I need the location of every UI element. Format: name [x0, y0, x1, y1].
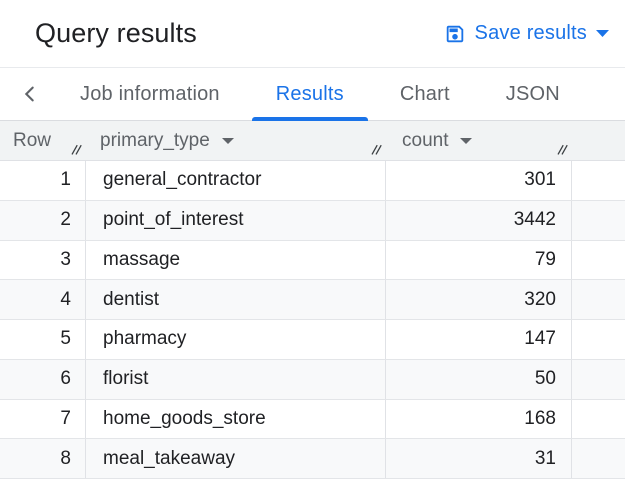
spacer-cell: [572, 400, 625, 439]
row-number-cell: 5: [0, 320, 86, 359]
primary-type-cell: massage: [86, 240, 386, 280]
spacer-cell: [572, 241, 625, 280]
table-row: 4 dentist 320: [0, 280, 625, 320]
column-menu-caret-icon[interactable]: [460, 137, 473, 144]
count-cell: 320: [386, 280, 572, 319]
save-icon: [444, 23, 466, 45]
column-resize-handle[interactable]: [370, 143, 383, 156]
tab-job-information[interactable]: Job information: [80, 82, 220, 105]
column-resize-handle[interactable]: [556, 143, 569, 156]
row-number-cell: 2: [0, 200, 86, 240]
primary-type-cell: home_goods_store: [86, 399, 386, 439]
row-number-cell: 7: [0, 399, 86, 439]
save-results-button[interactable]: Save results: [442, 18, 611, 49]
count-cell: 79: [386, 240, 572, 280]
primary-type-cell: florist: [86, 359, 386, 399]
spacer-cell: [572, 201, 625, 240]
page-title: Query results: [35, 18, 197, 48]
spacer-cell: [572, 320, 625, 359]
primary-type-cell: meal_takeaway: [86, 439, 386, 478]
back-icon[interactable]: [12, 68, 48, 120]
table-row: 3 massage 79: [0, 240, 625, 281]
count-cell: 301: [386, 161, 572, 200]
table-header: Row primary_type count: [0, 121, 625, 161]
table-row: 8 meal_takeaway 31: [0, 439, 625, 479]
results-tab-bar: Job information Results Chart JSON: [0, 68, 625, 121]
row-number-cell: 4: [0, 280, 86, 319]
column-header-count: count: [386, 121, 572, 160]
spacer-cell: [572, 161, 625, 200]
tabs: Job information Results Chart JSON: [56, 68, 584, 121]
row-number-cell: 8: [0, 439, 86, 478]
table-row: 6 florist 50: [0, 359, 625, 400]
table-row: 7 home_goods_store 168: [0, 399, 625, 440]
table-row: 1 general_contractor 301: [0, 161, 625, 201]
count-cell: 168: [386, 399, 572, 439]
tab-json[interactable]: JSON: [505, 82, 560, 105]
row-number-cell: 1: [0, 161, 86, 200]
results-header: Query results Save results: [0, 0, 625, 68]
primary-type-cell: pharmacy: [86, 320, 386, 359]
spacer-cell: [572, 439, 625, 478]
column-menu-caret-icon[interactable]: [221, 137, 234, 144]
row-number-cell: 6: [0, 359, 86, 399]
count-cell: 50: [386, 359, 572, 399]
count-cell: 31: [386, 439, 572, 478]
primary-type-cell: point_of_interest: [86, 200, 386, 240]
primary-type-cell: dentist: [86, 280, 386, 319]
row-number-cell: 3: [0, 240, 86, 280]
column-header-primary-type: primary_type: [86, 121, 386, 160]
tab-chart[interactable]: Chart: [399, 82, 450, 105]
table-row: 5 pharmacy 147: [0, 320, 625, 360]
column-header-spacer: [572, 121, 625, 160]
table-row: 2 point_of_interest 3442: [0, 200, 625, 241]
spacer-cell: [572, 360, 625, 399]
count-cell: 3442: [386, 200, 572, 240]
column-resize-handle[interactable]: [70, 143, 83, 156]
results-table: Row primary_type count: [0, 121, 625, 479]
table-body: 1 general_contractor 301 2 point_of_interest…: [0, 161, 625, 479]
tab-results[interactable]: Results: [251, 68, 368, 121]
spacer-cell: [572, 280, 625, 319]
count-cell: 147: [386, 320, 572, 359]
column-label: primary_type: [100, 129, 210, 151]
chevron-down-icon: [596, 30, 609, 37]
column-label: count: [402, 129, 449, 151]
column-header-row: Row: [0, 121, 86, 160]
column-label: Row: [13, 129, 52, 151]
primary-type-cell: general_contractor: [86, 161, 386, 200]
save-results-label: Save results: [474, 22, 587, 44]
